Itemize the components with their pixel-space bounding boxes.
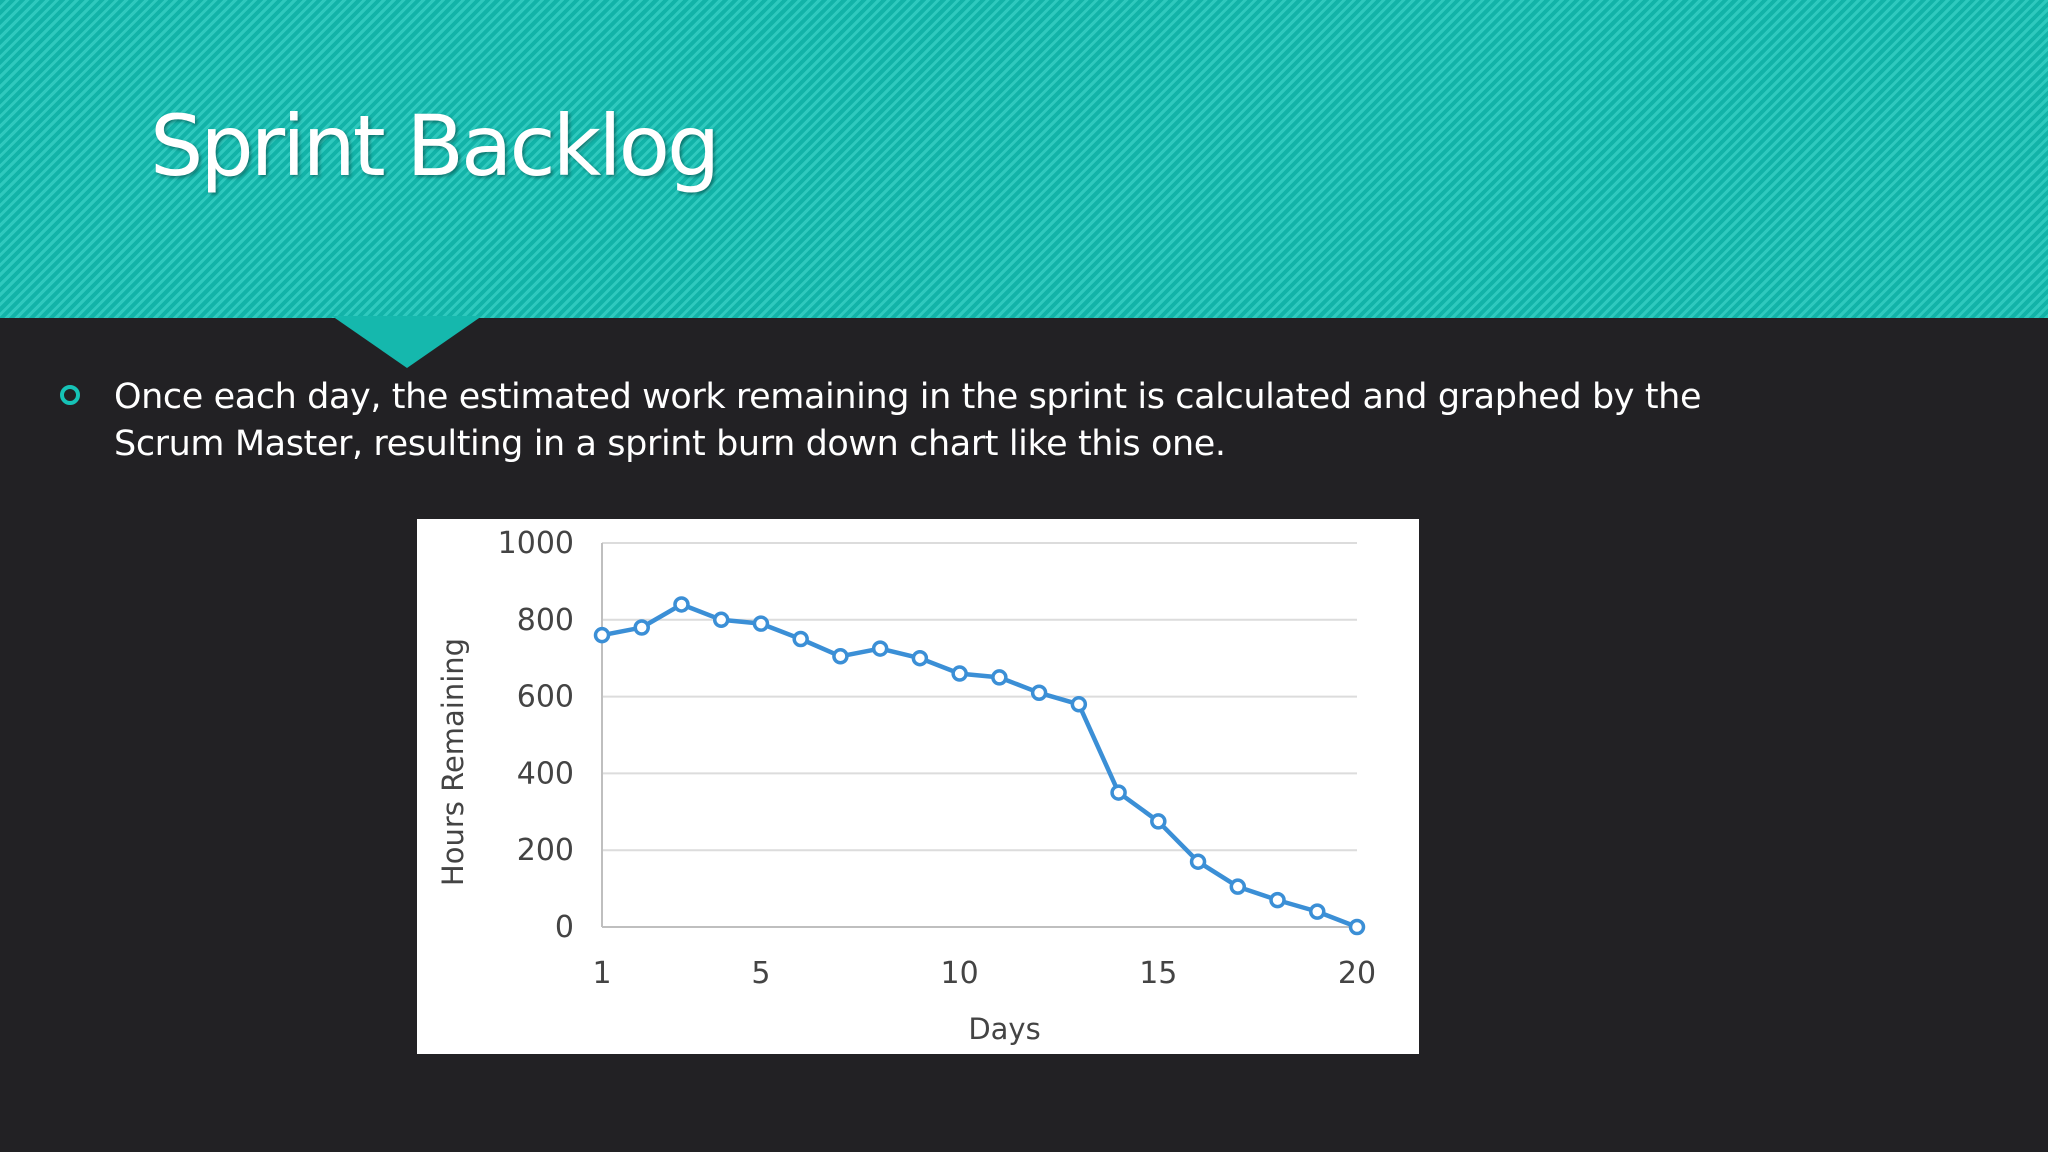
x-tick-label: 10 <box>941 956 979 991</box>
x-tick-label: 5 <box>751 956 770 991</box>
data-point <box>911 649 929 667</box>
data-point <box>1150 813 1167 830</box>
series-line <box>601 602 1358 930</box>
bullet-text: Once each day, the estimated work remain… <box>114 377 1702 464</box>
data-point <box>1189 853 1207 870</box>
data-point <box>1269 891 1286 909</box>
data-points <box>593 596 1366 936</box>
data-point <box>792 630 809 648</box>
data-point <box>1229 878 1247 895</box>
data-point <box>593 626 611 644</box>
y-tick-label: 800 <box>517 603 574 638</box>
data-point <box>832 648 849 665</box>
data-point <box>633 619 650 636</box>
data-point <box>871 640 889 657</box>
y-tick-label: 0 <box>555 910 574 945</box>
burndown-chart: 0 200 400 600 800 1000 1 5 10 15 20 Days Hours Re… <box>417 519 1419 1054</box>
data-point <box>752 615 770 632</box>
x-axis-label: Days <box>968 1012 1040 1046</box>
data-point <box>1030 684 1048 702</box>
y-tick-label: 200 <box>517 833 574 868</box>
slide-title: Sprint Backlog <box>150 97 720 195</box>
data-point <box>1348 918 1366 936</box>
y-tick-label: 400 <box>517 756 574 791</box>
data-point <box>712 611 730 629</box>
bullet-circle-icon <box>60 385 80 405</box>
banner-notch <box>332 316 482 368</box>
data-point <box>1110 784 1127 801</box>
data-point <box>673 596 690 613</box>
title-banner: Sprint Backlog <box>0 0 2048 318</box>
x-tick-label: 1 <box>592 956 611 991</box>
y-tick-label: 600 <box>517 680 574 715</box>
y-tick-label: 1000 <box>498 526 574 561</box>
y-axis-label: Hours Remaining <box>436 638 470 886</box>
y-tick-labels: 0 200 400 600 800 1000 <box>498 526 574 945</box>
x-tick-label: 15 <box>1139 956 1177 991</box>
grid-lines <box>602 542 1357 852</box>
data-point <box>1309 903 1326 920</box>
x-tick-labels: 1 5 10 15 20 <box>592 956 1376 991</box>
axes <box>601 543 1357 928</box>
data-point <box>1070 696 1088 713</box>
series-polyline <box>601 602 1358 930</box>
data-point <box>951 665 968 682</box>
data-point <box>991 669 1008 686</box>
x-tick-label: 20 <box>1338 956 1376 991</box>
